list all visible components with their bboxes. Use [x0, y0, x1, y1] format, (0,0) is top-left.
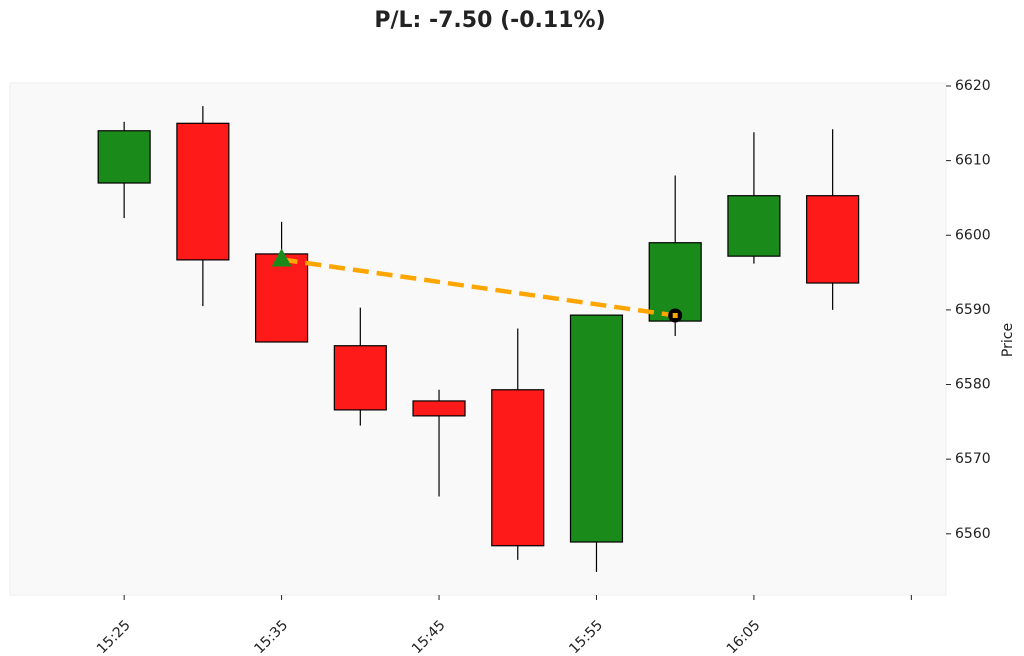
- y-axis-label: Price: [1000, 323, 1016, 357]
- y-tick-label: 6560: [955, 526, 991, 542]
- x-tick-label: 15:25: [94, 617, 134, 656]
- y-tick-label: 6590: [955, 302, 991, 318]
- trade-line: [281, 257, 676, 318]
- candle-body: [491, 389, 545, 547]
- y-tick-label: 6570: [955, 451, 991, 467]
- candle-body: [255, 253, 309, 343]
- y-tick-label: 6580: [955, 377, 991, 393]
- x-tick-label: 15:35: [251, 617, 291, 656]
- y-tick-label: 6600: [955, 227, 991, 243]
- y-tick-label: 6610: [955, 153, 991, 169]
- candle-body: [727, 195, 781, 257]
- plot-area: [9, 82, 947, 596]
- candle-body: [648, 242, 702, 322]
- x-tick-label: 15:45: [409, 617, 449, 656]
- candle-body: [569, 314, 624, 543]
- candle-body: [333, 345, 387, 411]
- candle-body: [412, 400, 466, 417]
- y-tick-label: 6620: [955, 78, 991, 94]
- x-tick-label: 15:55: [566, 617, 606, 656]
- candle-body: [97, 130, 151, 184]
- exit-dot: [672, 312, 678, 318]
- x-tick-label: 16:05: [724, 617, 764, 656]
- candle-body: [806, 195, 860, 284]
- candle-body: [176, 122, 230, 261]
- entry-marker: [271, 248, 292, 267]
- chart-title: P/L: -7.50 (-0.11%): [374, 8, 605, 33]
